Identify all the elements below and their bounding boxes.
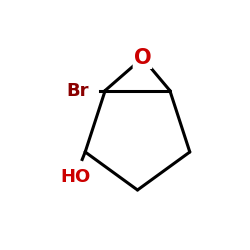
Text: Br: Br [66,82,89,100]
Text: O: O [134,48,151,68]
Text: HO: HO [60,168,90,186]
